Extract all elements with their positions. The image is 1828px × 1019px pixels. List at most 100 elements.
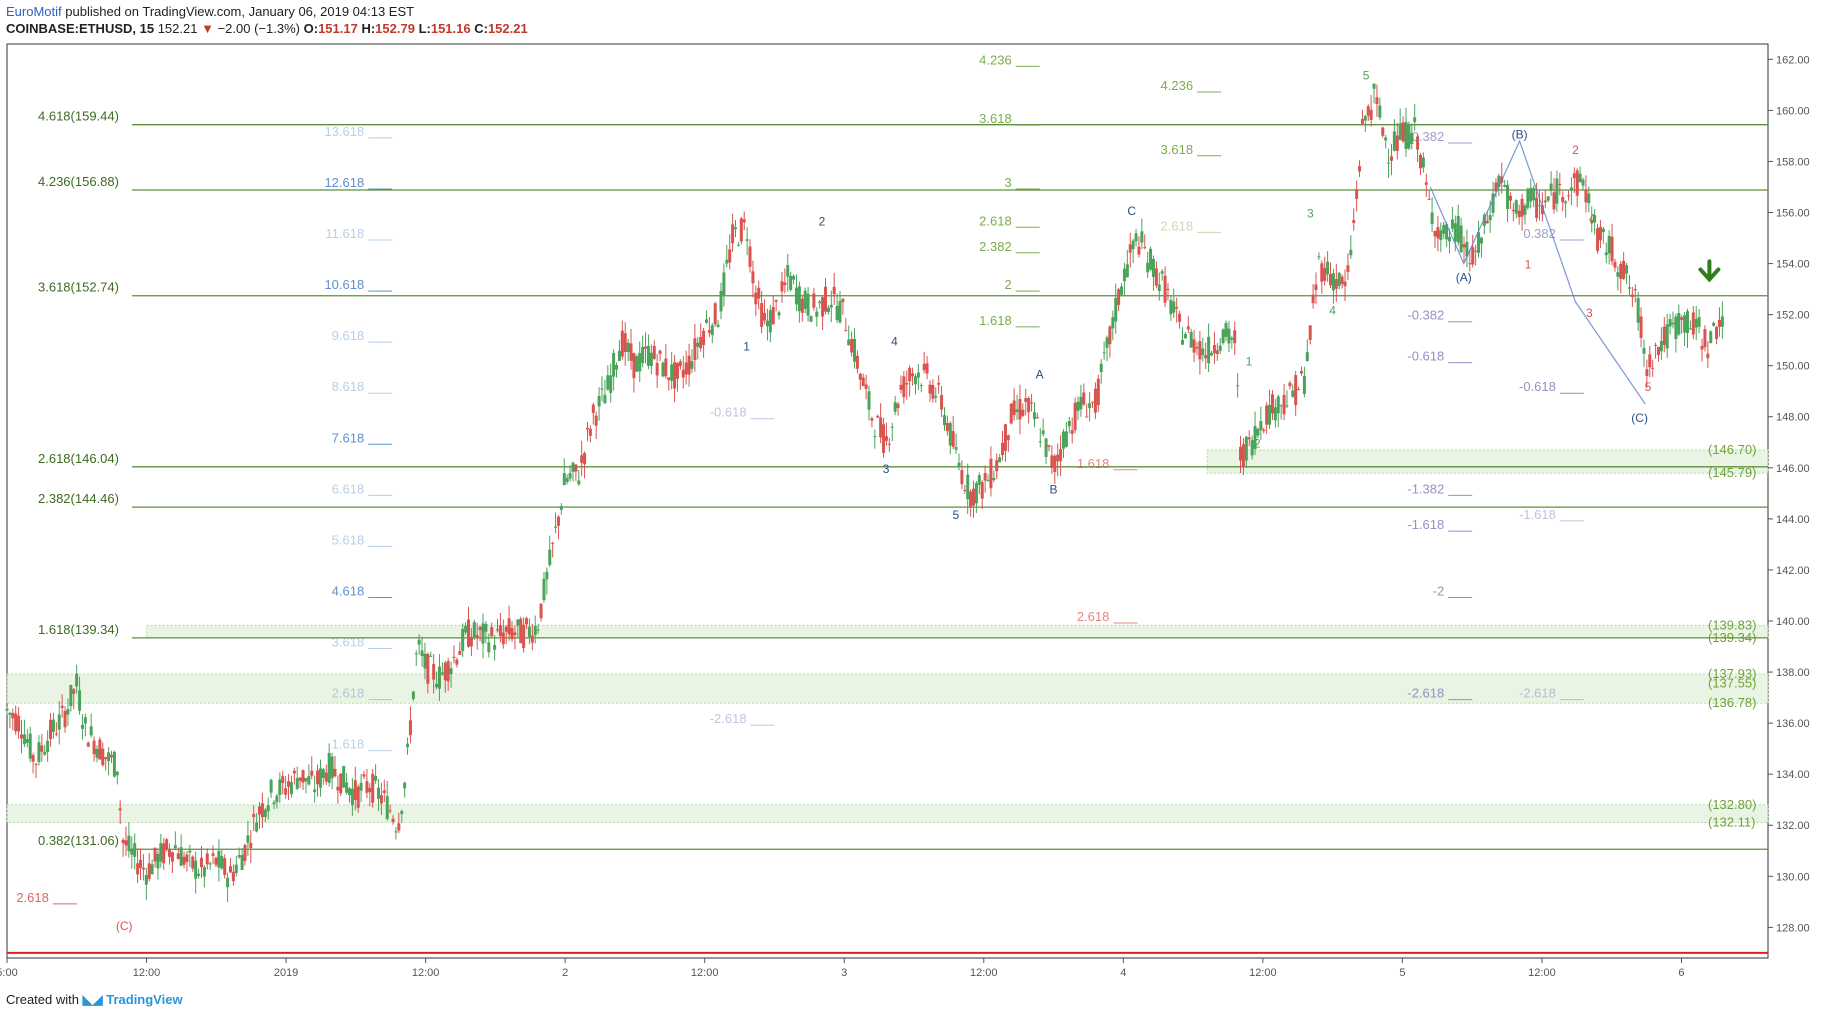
target-zone <box>146 624 1769 639</box>
candle-body <box>739 218 743 242</box>
candle-body <box>487 642 491 653</box>
candle-body <box>275 795 279 803</box>
candle-body <box>313 789 317 793</box>
candle-body <box>1001 442 1005 456</box>
candle-body <box>1128 244 1132 253</box>
footer: Created with ◣◢ TradingView <box>6 992 183 1008</box>
candle-body <box>1523 205 1527 215</box>
candle-body <box>379 795 383 804</box>
candle-body <box>774 299 778 302</box>
candle-body <box>1079 396 1083 410</box>
candle-body <box>1349 249 1353 256</box>
candle-body <box>440 672 444 675</box>
candle-body <box>867 391 871 410</box>
candle-body <box>208 863 212 865</box>
fib-ratio-label: 6.618 <box>332 481 365 496</box>
candle-body <box>278 779 282 795</box>
candle-body <box>1154 268 1158 286</box>
candle-body <box>527 626 531 637</box>
candle-body <box>884 436 888 441</box>
candle-body <box>623 333 627 352</box>
target-zone <box>6 804 1769 823</box>
candle-body <box>182 856 186 865</box>
candle-body <box>1006 435 1010 441</box>
candle-body <box>1256 428 1260 436</box>
wave-label: B <box>1050 482 1058 496</box>
tradingview-brand[interactable]: TradingView <box>106 992 183 1007</box>
tradingview-logo-icon[interactable]: ◣◢ <box>82 992 103 1007</box>
candle-body <box>260 803 264 818</box>
x-tick-label: 12:00 <box>970 967 998 979</box>
candle-body <box>1517 210 1521 218</box>
candle-body <box>948 423 952 446</box>
candle-body <box>147 863 151 879</box>
zone-price-label: (146.70) <box>1708 442 1756 457</box>
candle-body <box>69 684 73 707</box>
candle-body <box>5 708 9 711</box>
candle-body <box>800 298 804 313</box>
candle-body <box>1688 328 1692 330</box>
candle-body <box>121 839 125 844</box>
candle-body <box>1416 136 1420 150</box>
candle-body <box>104 757 108 760</box>
candle-body <box>1302 375 1306 394</box>
candle-body <box>141 867 145 870</box>
fib-ratio-label: -2 <box>1433 583 1445 598</box>
candle-body <box>751 271 755 284</box>
candle-body <box>1360 118 1364 124</box>
candle-body <box>1395 135 1399 151</box>
candle-body <box>1691 312 1695 335</box>
candle-body <box>237 855 241 858</box>
candle-body <box>687 355 691 375</box>
candle-body <box>263 809 267 817</box>
candle-body <box>289 782 293 795</box>
fib-ratio-label: -1.618 <box>1407 517 1444 532</box>
candle-body <box>713 303 717 325</box>
symbol: COINBASE:ETHUSD, 15 <box>6 21 155 36</box>
candle-body <box>1352 220 1356 224</box>
zone-price-label: (139.83) <box>1708 617 1756 632</box>
publisher-name[interactable]: EuroMotif <box>6 4 62 19</box>
y-tick-label: 146.00 <box>1776 463 1810 475</box>
candle-body <box>1680 317 1684 320</box>
candle-body <box>638 353 642 372</box>
candle-body <box>133 843 137 857</box>
candle-body <box>911 373 915 377</box>
candle-body <box>217 850 221 868</box>
fib-level-label: 2.618(146.04) <box>38 451 119 466</box>
fib-ratio-label: 4.236 <box>979 52 1012 67</box>
candle-body <box>507 618 511 635</box>
candle-body <box>400 811 404 814</box>
candle-body <box>368 787 372 793</box>
candle-body <box>1532 188 1536 201</box>
candle-body <box>426 653 430 684</box>
candle-body <box>1273 407 1277 421</box>
candle-body <box>1413 117 1417 123</box>
candle-body <box>768 310 772 333</box>
candle-body <box>1091 401 1095 403</box>
last-price: 152.21 <box>157 21 198 36</box>
candle-body <box>78 690 82 711</box>
candle-body <box>1445 224 1449 240</box>
candle-body <box>304 778 308 782</box>
candle-body <box>365 781 369 793</box>
target-zone <box>6 673 1769 704</box>
y-tick-label: 158.00 <box>1776 156 1810 168</box>
candle-body <box>95 748 99 758</box>
candle-body <box>1305 352 1309 362</box>
candle-body <box>1700 346 1704 350</box>
candle-body <box>513 632 517 635</box>
candle-body <box>1215 350 1219 355</box>
candle-body <box>89 726 93 736</box>
y-tick-label: 140.00 <box>1776 616 1810 628</box>
candle-body <box>693 338 697 361</box>
candle-body <box>1099 363 1103 372</box>
candle-body <box>1088 403 1092 409</box>
candle-body <box>757 287 761 299</box>
fib-ratio-label: -0.382 <box>1407 308 1444 323</box>
candle-body <box>1009 403 1013 424</box>
candle-body <box>533 625 537 636</box>
fib-ratio-label: 7.618 <box>332 430 365 445</box>
candle-body <box>925 363 929 374</box>
